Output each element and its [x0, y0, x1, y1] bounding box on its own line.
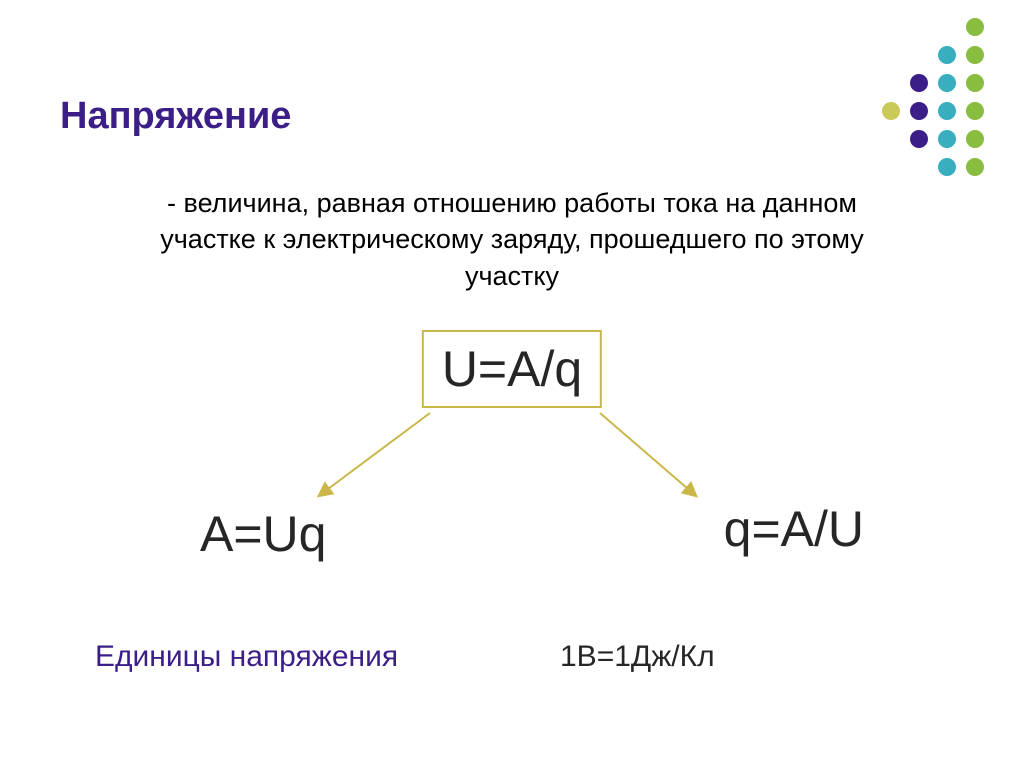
decoration-dot [910, 130, 928, 148]
dots-decoration [882, 18, 984, 176]
decoration-dot [938, 158, 956, 176]
decoration-dot [882, 74, 900, 92]
arrow-left [320, 413, 430, 495]
arrow-right [600, 413, 695, 495]
decoration-dot [938, 74, 956, 92]
slide-title: Напряжение [60, 95, 291, 138]
decoration-dot [910, 46, 928, 64]
decoration-dot [938, 130, 956, 148]
decoration-dot [966, 18, 984, 36]
decoration-dot [910, 74, 928, 92]
decoration-dot [938, 18, 956, 36]
decoration-dot [910, 102, 928, 120]
decoration-dot [882, 46, 900, 64]
units-value: 1В=1Дж/Кл [560, 640, 715, 674]
decoration-dot [966, 74, 984, 92]
definition-text: - величина, равная отношению работы тока… [120, 185, 904, 294]
decoration-dot [882, 102, 900, 120]
decoration-dot [882, 158, 900, 176]
decoration-dot [882, 130, 900, 148]
decoration-dot [910, 18, 928, 36]
formula-main: U=A/q [422, 330, 602, 408]
decoration-dot [938, 102, 956, 120]
formula-derived-charge: q=A/U [724, 500, 864, 558]
decoration-dot [966, 102, 984, 120]
decoration-dot [966, 158, 984, 176]
decoration-dot [882, 18, 900, 36]
decoration-dot [910, 158, 928, 176]
decoration-dot [966, 46, 984, 64]
decoration-dot [966, 130, 984, 148]
arrows-diagram [0, 405, 1024, 525]
formula-derived-work: A=Uq [200, 505, 326, 563]
decoration-dot [938, 46, 956, 64]
units-label: Единицы напряжения [95, 640, 398, 674]
